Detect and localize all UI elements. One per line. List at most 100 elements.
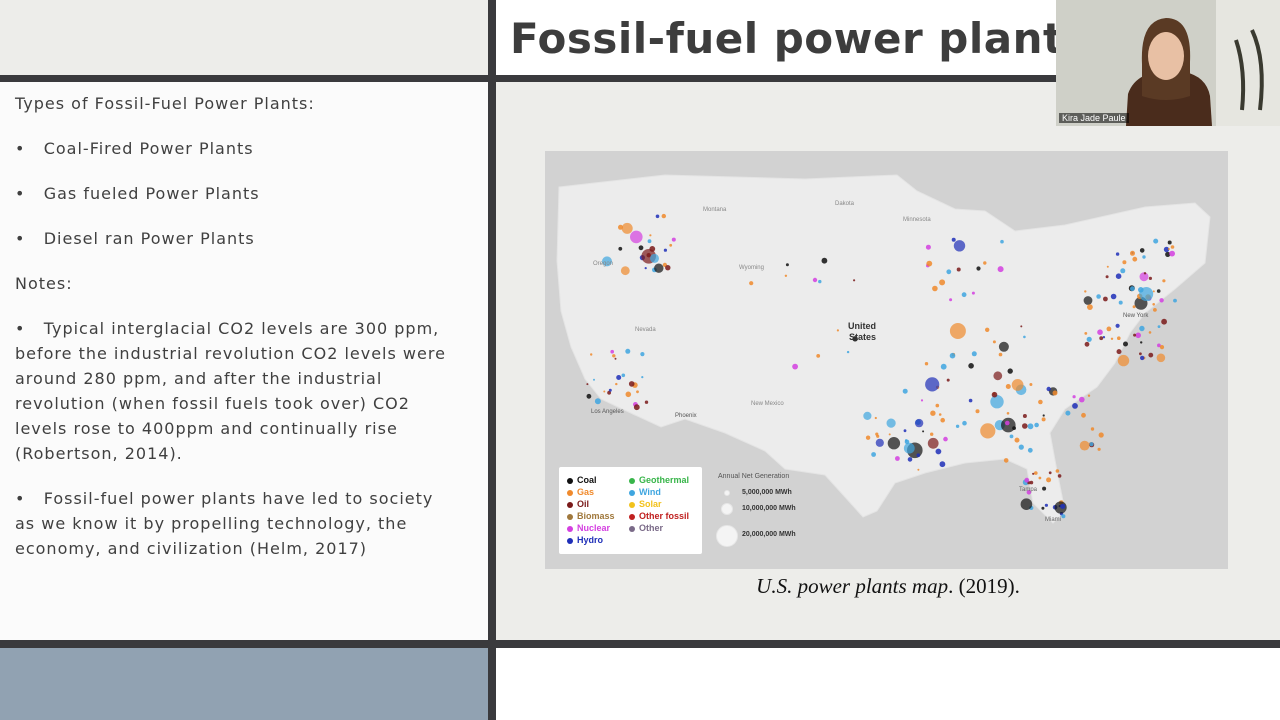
plant-marker	[1130, 286, 1135, 292]
plant-marker	[874, 416, 877, 420]
bullet: •	[15, 489, 26, 508]
plant-marker	[961, 292, 967, 298]
map-label-nevada: Nevada	[635, 327, 656, 333]
plant-marker	[1006, 412, 1010, 415]
plant-marker	[1162, 279, 1166, 283]
plant-marker	[1117, 336, 1121, 340]
type-item-gas: • Gas fueled Power Plants	[15, 181, 260, 206]
plant-marker	[922, 430, 925, 433]
plant-marker	[1041, 417, 1046, 422]
legend-solar: Solar	[629, 499, 662, 509]
plant-marker	[1046, 386, 1051, 392]
plant-marker	[1105, 275, 1109, 279]
plant-marker	[925, 377, 940, 392]
plant-marker	[633, 404, 640, 411]
plant-marker	[1034, 471, 1038, 475]
plant-marker	[1027, 447, 1033, 453]
plant-marker	[1084, 332, 1088, 335]
bullet: •	[15, 319, 26, 338]
plant-marker	[949, 323, 966, 339]
plant-marker	[1083, 296, 1093, 305]
plant-marker	[888, 433, 891, 436]
plant-marker	[1120, 268, 1126, 274]
map-label-country2: States	[849, 332, 876, 342]
plant-marker	[925, 244, 931, 250]
size-label-5m: 5,000,000 MWh	[742, 489, 792, 496]
plant-marker	[603, 390, 606, 393]
plant-marker	[903, 442, 915, 454]
bullet: •	[15, 229, 26, 248]
plant-marker	[1052, 390, 1058, 396]
plant-marker	[1065, 410, 1071, 416]
plant-marker	[586, 393, 592, 399]
plant-marker	[846, 350, 850, 354]
map-legend: Coal Gas Oil Biomass Nuclear Hydro Geoth…	[559, 467, 702, 554]
us-outline	[556, 174, 1211, 524]
plant-marker	[1026, 490, 1032, 495]
plant-marker	[1099, 336, 1104, 341]
plant-marker	[1122, 260, 1127, 265]
bullet: •	[15, 184, 26, 203]
plant-marker	[1089, 442, 1094, 447]
legend-nuclear: Nuclear	[567, 523, 610, 533]
plant-marker	[1142, 255, 1146, 259]
plant-marker	[816, 354, 821, 358]
plant-marker	[930, 410, 936, 416]
legend-dot	[567, 489, 573, 496]
plant-marker	[614, 357, 617, 360]
plant-marker	[1097, 329, 1103, 335]
plant-marker	[1046, 477, 1052, 483]
plant-marker	[640, 352, 645, 357]
size-legend-title: Annual Net Generation	[718, 473, 790, 480]
plant-marker	[1060, 503, 1066, 509]
plant-marker	[1038, 476, 1042, 480]
type-item-diesel: • Diesel ran Power Plants	[15, 226, 255, 251]
note-text: revolution (when fossil fuels took over)…	[15, 394, 410, 413]
type-label: Gas fueled Power Plants	[43, 184, 260, 203]
note-text: Typical interglacial CO2 levels are 300 …	[43, 319, 440, 338]
plant-marker	[1156, 289, 1161, 293]
plant-marker	[785, 263, 789, 267]
type-label: Coal-Fired Power Plants	[43, 139, 254, 158]
map-label-dakota: Dakota	[835, 201, 855, 207]
plant-marker	[1110, 337, 1114, 340]
size-circle-large	[716, 525, 738, 547]
plant-marker	[920, 399, 924, 402]
plant-marker	[784, 274, 788, 277]
plant-marker	[1038, 399, 1043, 405]
bullet: •	[15, 139, 26, 158]
legend-biomass: Biomass	[567, 511, 615, 521]
map-label-tampa: Tampa	[1019, 487, 1038, 493]
plant-marker	[886, 418, 896, 428]
map-label-montana: Montana	[703, 207, 727, 213]
plant-marker	[940, 417, 945, 423]
plant-marker	[1139, 352, 1142, 356]
webcam-video[interactable]: Kira Jade Paule	[1056, 0, 1280, 126]
legend-coal: Coal	[567, 475, 597, 485]
plant-marker	[1003, 458, 1009, 463]
plant-marker	[625, 348, 631, 354]
plant-marker	[955, 424, 960, 428]
plant-marker	[1132, 256, 1138, 262]
plant-marker	[1139, 287, 1154, 301]
plant-marker	[620, 266, 630, 276]
plant-marker	[1041, 506, 1045, 510]
plant-marker	[618, 246, 623, 251]
plant-marker	[1106, 326, 1112, 332]
plant-marker	[902, 388, 908, 394]
note-line: • Fossil-fuel power plants have led to s…	[15, 486, 475, 511]
plant-marker	[1110, 293, 1117, 300]
plant-marker	[586, 383, 589, 386]
plant-marker	[991, 391, 998, 398]
legend-wind: Wind	[629, 487, 661, 497]
plant-marker	[1115, 273, 1122, 279]
plant-marker	[1034, 422, 1039, 428]
plant-marker	[1157, 325, 1161, 328]
plant-marker	[1014, 437, 1020, 443]
plant-marker	[983, 261, 987, 265]
participant-name: Kira Jade Paule	[1059, 113, 1129, 123]
plant-marker	[1135, 332, 1141, 339]
plant-marker	[655, 214, 660, 219]
plant-marker	[938, 413, 942, 416]
plant-marker	[1020, 325, 1023, 328]
